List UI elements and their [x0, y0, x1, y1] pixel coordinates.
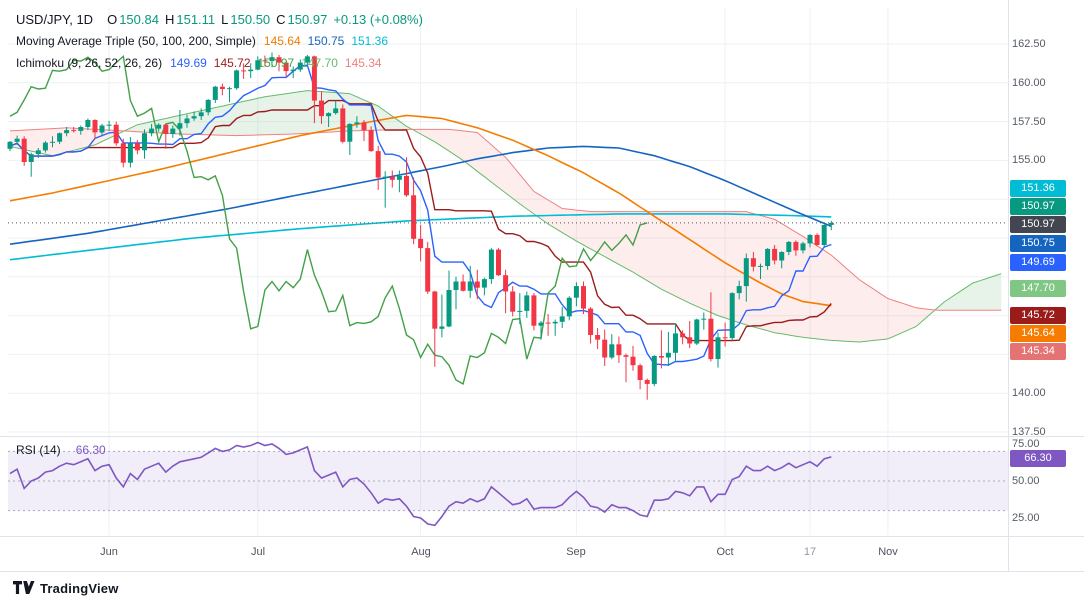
ma-legend-row[interactable]: Moving Average Triple (50, 100, 200, Sim… [16, 30, 423, 52]
ichimoku-indicator-title[interactable]: Ichimoku (9, 26, 52, 26, 26) [16, 56, 163, 70]
price-axis-label: 160.00 [1012, 77, 1046, 89]
tradingview-logo[interactable]: TradingView [12, 580, 119, 596]
ohlc-close-value: 150.97 [287, 11, 328, 27]
ichimoku-lead-b-value: 145.34 [344, 56, 382, 70]
ichimoku-legend-row[interactable]: Ichimoku (9, 26, 52, 26, 26) 149.69 145.… [16, 52, 423, 74]
time-axis-label: Oct [716, 546, 734, 558]
ma200-value: 151.36 [351, 34, 389, 48]
legend: USD/JPY, 1D O 150.84 H 151.11 L 150.50 C… [16, 8, 423, 74]
price-axis-badge: 66.30 [1010, 450, 1066, 467]
ma100-value: 150.75 [307, 34, 345, 48]
time-axis-label: Aug [411, 546, 431, 558]
candles-layer [7, 52, 834, 400]
price-axis-label: 155.00 [1012, 154, 1046, 166]
tradingview-logo-icon [13, 581, 35, 594]
ma100-line [9, 145, 832, 245]
price-axis-badge: 145.72 [1010, 307, 1066, 324]
ohlc-low-value: 150.50 [230, 11, 271, 27]
price-change: +0.13 (+0.08%) [333, 11, 423, 27]
price-axis-label: 137.50 [1012, 426, 1046, 438]
rsi-indicator-title[interactable]: RSI (14) [16, 443, 61, 457]
ohlc-open-value: 150.84 [119, 11, 159, 27]
time-axis-label: 17 [803, 546, 817, 558]
rsi-axis-label: 50.00 [1012, 475, 1040, 487]
price-axis-badge: 150.97 [1010, 216, 1066, 233]
ma50-line [9, 114, 832, 307]
ichimoku-cloud [9, 90, 1002, 343]
price-axis-badge: 151.36 [1010, 180, 1066, 197]
time-axis-label: Sep [566, 546, 586, 558]
rsi-axis-label: 75.00 [1012, 438, 1040, 450]
tradingview-logo-text: TradingView [40, 580, 119, 596]
price-axis-badge: 145.64 [1010, 325, 1066, 342]
ma-indicator-title[interactable]: Moving Average Triple (50, 100, 200, Sim… [16, 34, 256, 48]
price-axis-badge: 150.75 [1010, 235, 1066, 252]
ohlc-high-value: 151.11 [176, 11, 216, 27]
ohlc-high-label: H [164, 11, 175, 27]
price-axis-label: 140.00 [1012, 387, 1046, 399]
ma200-line [9, 213, 832, 261]
symbol-title[interactable]: USD/JPY, 1D [16, 11, 94, 27]
rsi-pane [8, 441, 1008, 527]
ohlc-low-label: L [221, 11, 229, 27]
ichimoku-conversion-value: 149.69 [170, 56, 207, 70]
time-axis-label: Nov [878, 546, 898, 558]
price-axis-badge: 147.70 [1010, 280, 1066, 297]
time-axis-label: Jul [250, 546, 266, 558]
ohlc-close-label: C [276, 11, 286, 27]
price-axis-label: 162.50 [1012, 38, 1046, 50]
price-axis-badge: 145.34 [1010, 343, 1066, 360]
ma50-value: 145.64 [263, 34, 301, 48]
rsi-value: 66.30 [75, 443, 106, 457]
ichimoku-base-value: 145.72 [213, 56, 251, 70]
symbol-legend-row[interactable]: USD/JPY, 1D O 150.84 H 151.11 L 150.50 C… [16, 8, 423, 30]
price-axis-badge: 150.97 [1010, 198, 1066, 215]
rsi-axis-label: 25.00 [1012, 512, 1040, 524]
ohlc-open-label: O [107, 11, 118, 27]
ichimoku-lead-a-value: 147.70 [301, 56, 338, 70]
time-axis-label: Jun [100, 546, 118, 558]
rsi-legend-row[interactable]: RSI (14) 66.30 [16, 441, 106, 459]
price-axis-badge: 149.69 [1010, 254, 1066, 271]
price-axis-label: 157.50 [1012, 116, 1046, 128]
ichimoku-lagging-value: 150.97 [257, 56, 295, 70]
